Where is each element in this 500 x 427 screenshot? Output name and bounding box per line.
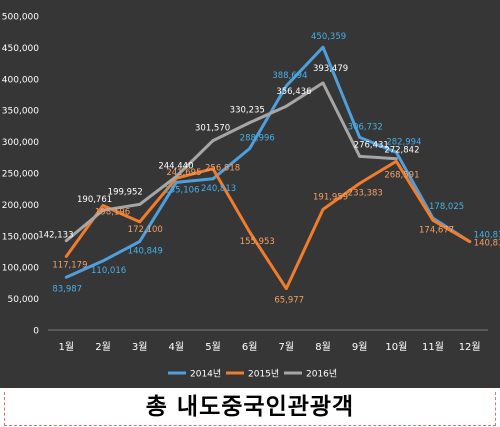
y-tick-label: 500,000 [2, 13, 39, 23]
line-chart: 0 50,000 100,000 150,000 200,000 250,000 300,0… [0, 0, 500, 388]
data-label: 240,813 [201, 184, 236, 194]
y-tick-label: 250,000 [2, 170, 39, 180]
data-label: 178,025 [429, 202, 464, 212]
x-tick-label: 4월 [169, 341, 185, 353]
y-tick-label: 0 [33, 327, 39, 337]
data-label: 110,016 [91, 266, 126, 276]
x-tick-label: 8월 [315, 341, 331, 353]
y-tick-label: 100,000 [2, 264, 39, 274]
data-label: 256,818 [205, 164, 240, 174]
x-tick-label: 3월 [132, 341, 148, 353]
data-label: 142,133 [38, 231, 73, 241]
data-label: 190,761 [77, 195, 112, 205]
x-tick-label: 2월 [95, 341, 111, 353]
legend-label: 2014년 [190, 369, 221, 380]
data-label: 140,835 [474, 231, 500, 241]
data-label: 268,591 [384, 170, 419, 180]
data-label: 198,196 [95, 208, 130, 218]
data-label: 282,994 [386, 137, 421, 147]
data-label: 199,952 [108, 187, 143, 197]
x-tick-label: 5월 [205, 341, 221, 353]
data-label: 172,100 [128, 225, 163, 235]
legend-label: 2016년 [306, 369, 337, 380]
y-tick-label: 350,000 [2, 107, 39, 117]
data-label: 388,694 [272, 71, 307, 81]
data-label: 155,953 [240, 237, 275, 247]
data-label: 174,677 [419, 225, 454, 235]
x-tick-label: 12월 [459, 341, 481, 353]
x-tick-label: 11월 [422, 341, 444, 353]
data-label: 140,835 [474, 239, 500, 249]
x-tick-label: 1월 [59, 341, 75, 353]
data-label: 306,732 [348, 122, 383, 132]
chart-caption: 총 내도중국인관광객 [145, 394, 355, 420]
y-tick-label: 50,000 [8, 295, 40, 305]
data-label: 191,959 [313, 192, 348, 202]
x-tick-label: 6월 [242, 341, 258, 353]
y-tick-label: 200,000 [2, 201, 39, 211]
y-tick-label: 300,000 [2, 138, 39, 148]
series-line-2 [64, 81, 398, 243]
data-label: 65,977 [274, 296, 304, 306]
data-label: 330,235 [230, 106, 265, 116]
data-label: 244,440 [158, 161, 193, 171]
data-label: 272,842 [384, 146, 419, 156]
x-tick-label: 7월 [279, 341, 295, 353]
series-line-1 [64, 159, 472, 291]
y-tick-label: 450,000 [2, 44, 39, 54]
data-label: 140,849 [128, 247, 163, 257]
data-label: 276,431 [354, 140, 389, 150]
data-label: 288,996 [240, 134, 275, 144]
data-label: 393,479 [313, 64, 348, 74]
data-label: 235,106 [164, 185, 199, 195]
chart-area: 0 50,000 100,000 150,000 200,000 250,000 300,0… [0, 0, 500, 388]
data-label: 117,179 [52, 260, 87, 270]
series-line-0 [64, 45, 472, 279]
data-label: 356,436 [276, 87, 311, 97]
legend-label: 2015년 [248, 369, 279, 380]
data-label: 83,987 [52, 284, 82, 294]
data-label: 450,359 [311, 32, 346, 42]
y-tick-label: 400,000 [2, 75, 39, 85]
data-label: 241,695 [166, 168, 201, 178]
data-label: 301,570 [195, 124, 230, 134]
data-label: 233,383 [348, 188, 383, 198]
x-tick-label: 9월 [352, 341, 368, 353]
y-tick-label: 150,000 [2, 232, 39, 242]
x-tick-label: 10월 [385, 341, 407, 353]
